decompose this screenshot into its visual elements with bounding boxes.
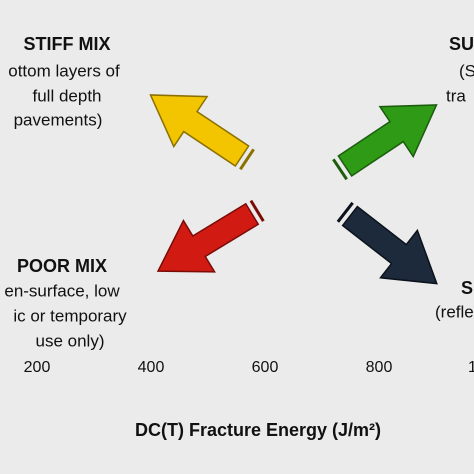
quadrant-title: POOR MIX — [17, 256, 107, 276]
x-axis-label: DC(T) Fracture Energy (J/m²) — [135, 420, 381, 440]
x-tick-label: 800 — [366, 359, 393, 376]
x-tick-label: 200 — [24, 359, 51, 376]
quadrant-text: ic or temporary — [13, 306, 127, 325]
arrow-red — [141, 187, 269, 298]
quadrant-title: STIFF MIX — [24, 34, 111, 54]
arrow-navy — [330, 191, 456, 308]
quadrant-text: (refle — [435, 302, 474, 321]
quadrant-text: tra — [446, 86, 466, 105]
quadrant-title: SU — [449, 34, 474, 54]
quadrant-text: en-surface, low — [4, 281, 120, 300]
arrow-green — [327, 79, 454, 192]
x-tick-label: 400 — [138, 359, 165, 376]
x-tick-label: 600 — [252, 359, 279, 376]
quadrant-text: full depth — [33, 86, 102, 105]
quadrant-text: (S — [459, 61, 474, 80]
x-tick-label: 1 — [468, 359, 474, 376]
quadrant-text: pavements) — [14, 110, 103, 129]
quadrant-text: ottom layers of — [8, 61, 120, 80]
arrow-yellow — [133, 69, 260, 182]
quadrant-title: S — [461, 278, 473, 298]
quadrant-text: use only) — [36, 331, 105, 350]
